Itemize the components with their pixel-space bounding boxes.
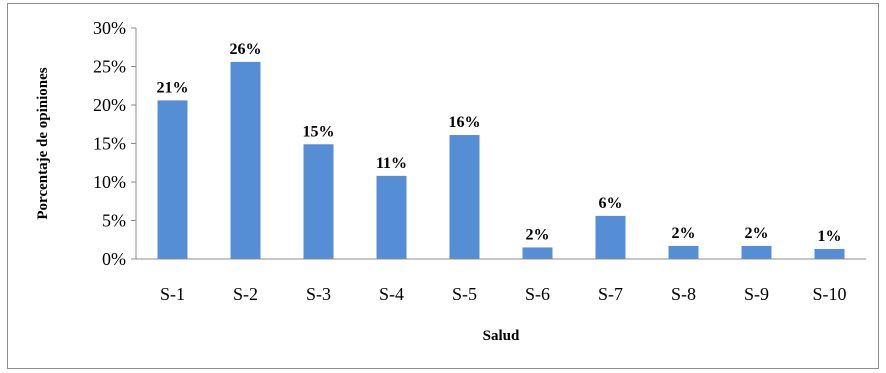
x-tick-label: S-8 [671,284,696,304]
data-label: 2% [672,225,696,242]
y-tick-label: 25% [93,57,126,77]
data-label: 21% [157,79,189,96]
x-tick-label: S-5 [452,284,477,304]
x-tick-label: S-9 [744,284,769,304]
data-label: 2% [745,225,769,242]
bar-s-10 [814,248,845,259]
bar-s-3 [303,144,334,259]
data-labels: 21% 26% 15% 11% 16% 2% 6% 2% 2% 1% [157,41,842,245]
y-tick-labels: 0% 5% 10% 15% 20% 25% 30% [93,18,126,269]
bar-s-7 [595,215,626,259]
x-tick-label: S-4 [379,284,404,304]
y-tick-label: 15% [93,134,126,154]
data-label: 11% [376,155,407,172]
bar-s-9 [741,245,772,259]
bar-s-6 [522,247,553,259]
bar-s-8 [668,245,699,259]
data-label: 6% [599,195,623,212]
bars [157,61,845,259]
chart-frame [7,3,879,369]
data-label: 16% [449,114,481,131]
y-tick-label: 5% [102,211,126,231]
x-tick-label: S-6 [525,284,550,304]
x-tick-label: S-2 [233,284,258,304]
bar-s-1 [157,100,188,259]
x-tick-labels: S-1 S-2 S-3 S-4 S-5 S-6 S-7 S-8 S-9 S-10 [160,284,847,304]
x-tick-label: S-7 [598,284,623,304]
data-label: 15% [303,123,335,140]
x-tick-label: S-10 [812,284,846,304]
y-axis-title: Porcentaje de opiniones [35,67,51,219]
bar-s-5 [449,135,480,259]
y-tick-label: 10% [93,172,126,192]
bar-s-2 [230,61,261,259]
data-label: 26% [230,41,262,58]
data-label: 2% [526,226,550,243]
x-tick-label: S-1 [160,284,185,304]
y-tick-label: 0% [102,249,126,269]
y-axis [131,27,137,260]
x-axis-title: Salud [483,328,520,344]
y-tick-label: 20% [93,95,126,115]
y-tick-label: 30% [93,18,126,38]
bar-s-4 [376,175,407,259]
x-tick-label: S-3 [306,284,331,304]
data-label: 1% [818,228,842,245]
